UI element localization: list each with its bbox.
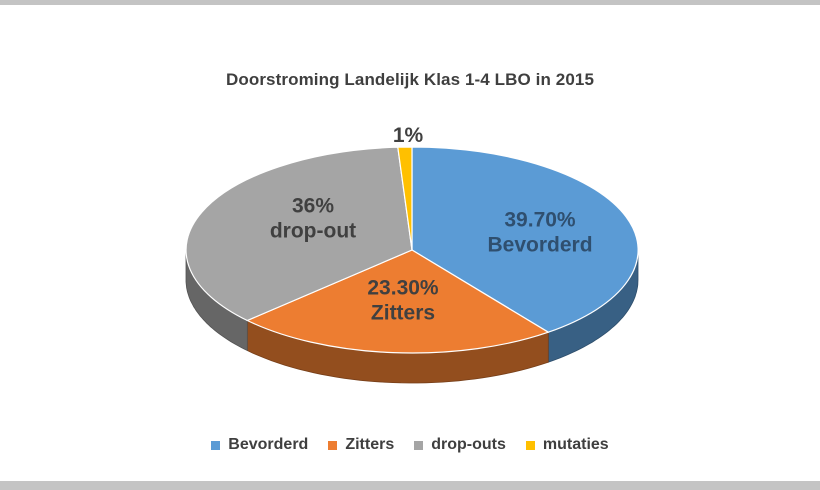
pie-slice-mutaties — [397, 146, 413, 251]
data-label-drop-outs: 36% drop-out — [270, 195, 356, 243]
data-label-mutaties: 1% — [393, 124, 424, 147]
pie-slice-drop-outs — [185, 146, 413, 322]
legend-item-drop-outs: drop-outs — [414, 436, 506, 454]
legend-item-mutaties: mutaties — [525, 436, 609, 454]
data-label-line: 36% — [292, 195, 334, 218]
legend-label: drop-outs — [431, 436, 506, 453]
data-label-line: Zitters — [371, 302, 435, 325]
data-label-line: Bevorderd — [487, 234, 592, 257]
legend-label: Zitters — [345, 436, 395, 453]
legend: Bevorderd Zitters drop-outs mutaties — [0, 436, 820, 454]
legend-swatch — [414, 440, 424, 450]
pie-tops — [185, 146, 639, 354]
data-label-line: 23.30% — [367, 277, 439, 300]
legend-item-zitters: Zitters — [328, 436, 394, 454]
chart-title: Doorstroming Landelijk Klas 1-4 LBO in 2… — [226, 70, 594, 89]
data-label-bevorderd: 39.70% Bevorderd — [487, 209, 592, 257]
legend-swatch — [211, 440, 221, 450]
legend-item-bevorderd: Bevorderd — [211, 436, 308, 454]
data-label-line: drop-out — [270, 220, 356, 243]
bottom-border — [0, 481, 820, 490]
legend-label: mutaties — [542, 436, 609, 453]
data-label-line: 1% — [393, 124, 424, 147]
data-label-line: 39.70% — [504, 209, 576, 232]
pie-slice-zitters — [245, 249, 550, 354]
legend-label: Bevorderd — [228, 436, 309, 453]
top-border — [0, 0, 820, 5]
legend-swatch — [328, 440, 338, 450]
data-label-zitters: 23.30% Zitters — [367, 277, 439, 325]
legend-swatch — [525, 440, 535, 450]
pie-slice-bevorderd — [411, 146, 639, 333]
